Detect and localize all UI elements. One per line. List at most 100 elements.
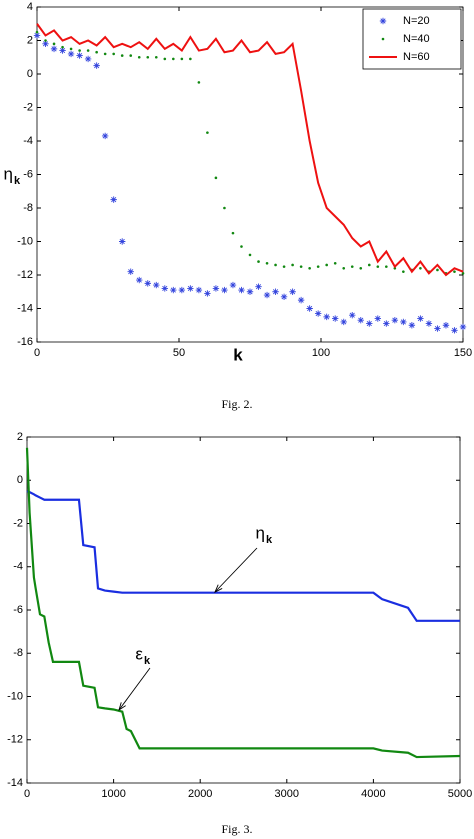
legend-label: N=40	[403, 33, 430, 45]
marker	[127, 268, 134, 275]
y-tick-label: -4	[23, 135, 33, 147]
annotation-arrowhead	[118, 702, 126, 712]
marker	[136, 276, 143, 284]
marker	[172, 57, 175, 61]
x-tick-label: 2000	[188, 788, 212, 800]
marker	[112, 52, 115, 56]
marker	[44, 39, 47, 42]
marker	[129, 54, 133, 57]
marker	[95, 50, 98, 54]
legend-swatch	[381, 37, 385, 41]
marker	[323, 313, 330, 321]
marker	[119, 238, 126, 245]
marker	[265, 261, 269, 265]
marker	[78, 49, 81, 52]
marker	[33, 32, 41, 39]
marker	[272, 288, 279, 295]
marker	[314, 310, 322, 317]
marker	[206, 131, 209, 134]
marker	[153, 281, 160, 289]
marker	[434, 325, 441, 332]
marker	[383, 320, 390, 327]
marker	[146, 55, 150, 59]
marker	[400, 318, 407, 326]
x-tick-label: 3000	[275, 788, 299, 800]
series-line	[25, 447, 461, 759]
marker	[42, 40, 49, 48]
marker	[93, 62, 100, 69]
marker	[187, 285, 194, 292]
legend-box	[362, 8, 462, 70]
marker	[137, 55, 141, 59]
marker	[35, 30, 39, 34]
marker	[161, 285, 168, 292]
x-tick-label: 4000	[361, 788, 385, 800]
y-tick-label: -2	[23, 101, 33, 113]
caption: Fig. 3.	[221, 822, 252, 836]
marker	[436, 268, 439, 272]
marker	[393, 267, 397, 270]
marker	[366, 320, 373, 327]
marker	[291, 263, 294, 267]
marker	[76, 52, 83, 59]
marker	[221, 286, 228, 294]
y-tick-label: -4	[13, 561, 23, 573]
marker	[306, 305, 313, 312]
marker	[223, 206, 226, 210]
marker	[180, 57, 184, 61]
annotation-arrow	[214, 547, 258, 593]
marker	[59, 47, 66, 54]
y-tick-label: 2	[17, 431, 23, 443]
y-axis-label: η	[4, 164, 13, 183]
marker	[408, 322, 416, 329]
marker	[333, 261, 337, 265]
annotation-arrow	[118, 667, 151, 711]
marker	[297, 296, 305, 304]
marker	[103, 52, 107, 56]
marker	[84, 55, 92, 63]
y-tick-label: -2	[13, 517, 23, 529]
marker	[342, 267, 346, 270]
marker	[67, 50, 75, 58]
y-tick-label: -14	[7, 777, 23, 789]
x-axis-label: k	[233, 345, 243, 364]
y-tick-label: 0	[17, 474, 23, 486]
y-tick-label: -8	[23, 202, 33, 214]
y-tick-label: -16	[17, 336, 33, 348]
marker	[240, 245, 243, 248]
marker	[189, 57, 192, 61]
marker	[195, 286, 203, 294]
x-tick-label: 0	[34, 347, 40, 359]
marker	[246, 288, 254, 295]
marker	[238, 286, 245, 294]
annotation: η	[256, 523, 265, 542]
marker	[402, 270, 405, 273]
legend-label: N=20	[403, 15, 430, 27]
y-tick-label: -6	[13, 604, 23, 616]
marker	[419, 267, 422, 270]
marker	[459, 323, 467, 331]
marker	[451, 327, 458, 334]
marker	[255, 283, 262, 290]
marker	[282, 265, 286, 268]
marker	[50, 45, 58, 53]
marker	[69, 47, 73, 51]
annotation-arrowhead	[214, 584, 223, 593]
marker	[257, 260, 260, 263]
series-line	[36, 23, 464, 277]
marker	[274, 263, 277, 267]
y-tick-label: 4	[27, 1, 33, 13]
x-tick-label: 0	[24, 788, 30, 800]
marker	[101, 132, 109, 140]
x-tick-label: 100	[312, 347, 330, 359]
marker	[299, 265, 303, 268]
marker	[325, 263, 328, 267]
marker	[197, 81, 201, 84]
y-tick-label: -12	[17, 269, 33, 281]
marker	[357, 317, 364, 324]
marker	[349, 312, 356, 319]
marker	[367, 263, 371, 267]
annotation-subscript: k	[266, 534, 273, 546]
y-tick-label: -10	[7, 690, 23, 702]
